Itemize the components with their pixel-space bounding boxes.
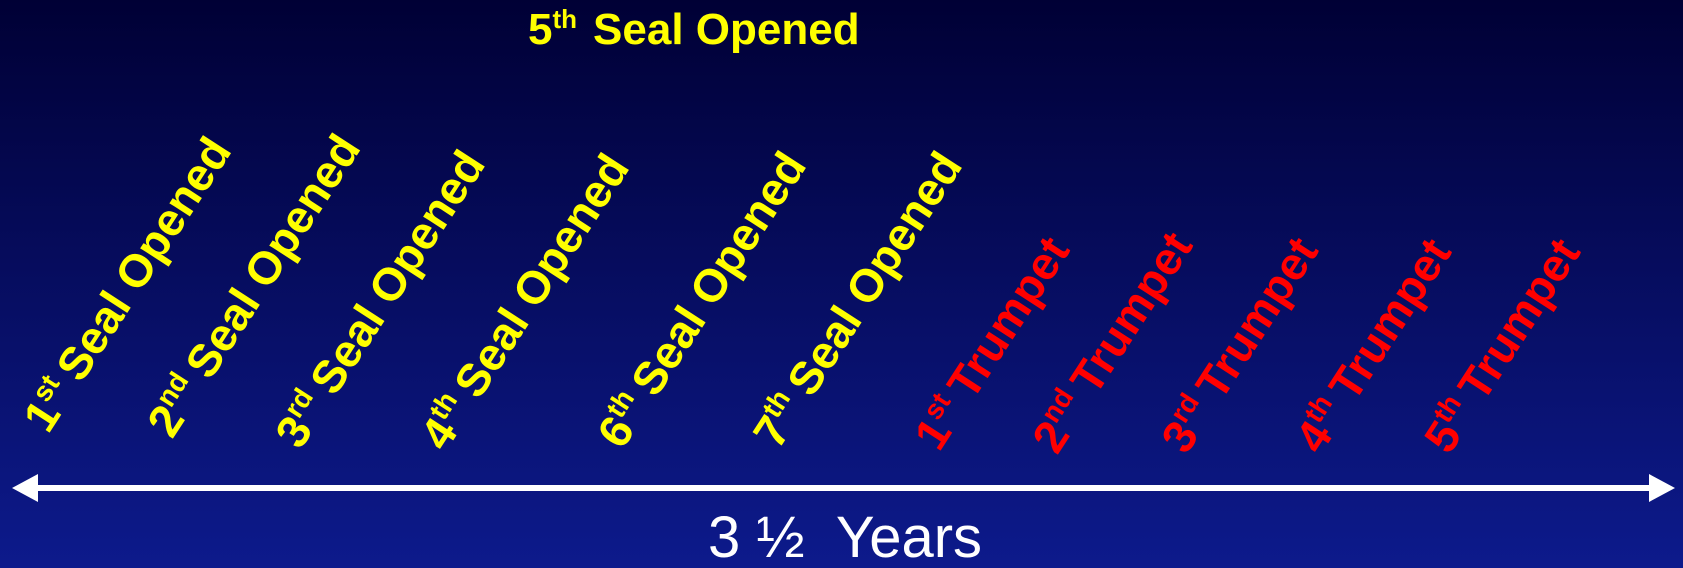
arrow-head-right xyxy=(1649,474,1675,502)
title-text: Seal Opened xyxy=(593,5,860,54)
title-number: 5 xyxy=(528,5,552,54)
arrow-head-left xyxy=(12,474,38,502)
title: 5th Seal Opened xyxy=(528,4,860,54)
timeline-label: 3 ½ Years xyxy=(708,505,982,568)
title-suffix: th xyxy=(552,4,577,34)
